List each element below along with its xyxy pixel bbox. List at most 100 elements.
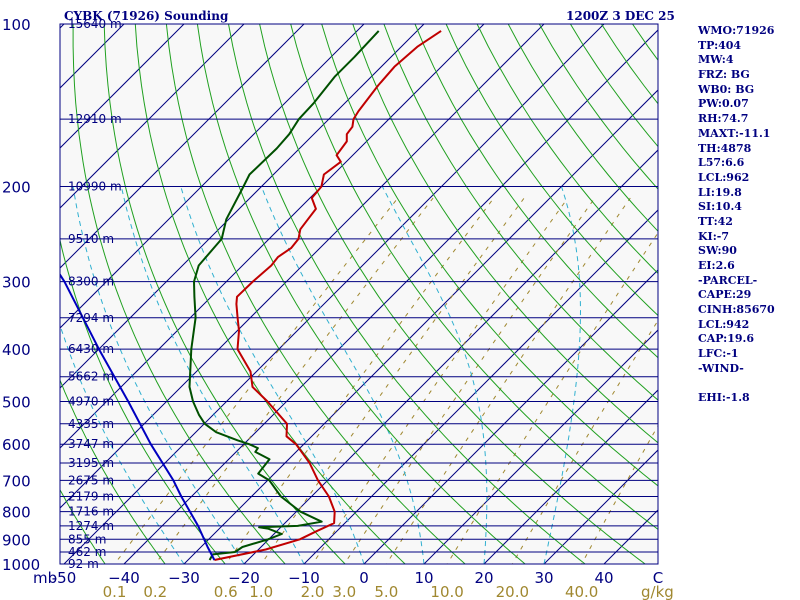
moist-adiabat-line [261, 186, 425, 564]
index-item: FRZ: BG [698, 68, 750, 82]
index-item: RH:74.7 [698, 112, 749, 126]
dry-adiabat-line [103, 24, 346, 564]
mixing-ratio-line [113, 197, 399, 564]
isotherm-line [60, 24, 485, 449]
mixing-ratio-tick-label: 40.0 [565, 583, 598, 600]
index-item: LFC:-1 [698, 347, 739, 361]
mixing-ratio-tick-label: 0.6 [214, 583, 238, 600]
isotherm-line [423, 329, 658, 564]
dewpoint-trace [188, 30, 380, 561]
temperature-tick-label: 20 [474, 569, 493, 587]
temperature-tick-label: -50 [52, 569, 77, 587]
mixing-ratio-tick-label: 0.1 [103, 583, 127, 600]
temperature-tick-label: −40 [108, 569, 140, 587]
index-item: TT:42 [698, 214, 733, 228]
dry-adiabat-line [0, 24, 52, 575]
height-label: 8300 m [68, 275, 114, 289]
pressure-label: 700 [2, 472, 31, 490]
temperature-tick-label: −10 [288, 569, 320, 587]
pressure-label: 1000 [2, 556, 40, 574]
index-item: EI:2.6 [698, 259, 735, 272]
dry-adiabat-line [60, 488, 106, 564]
isotherm-line [363, 269, 658, 564]
index-item: CINH:85670 [698, 303, 775, 317]
index-item: TP:404 [698, 38, 742, 52]
plot-frame [59, 23, 659, 565]
height-label: 2179 m [68, 490, 114, 504]
height-label: 5662 m [68, 370, 114, 384]
dry-adiabat-line [72, 24, 286, 564]
index-item: SW:90 [698, 244, 737, 258]
height-label: 6430 m [68, 342, 114, 356]
stability-indices: WMO:71926 TP:404 MW:4 FRZ: BG WB0: BG PW:0.07… [698, 24, 798, 406]
index-item: -WIND- [698, 361, 744, 375]
index-item [698, 377, 798, 392]
index-item: WMO:71926 [698, 24, 775, 37]
isotherm-line [303, 209, 658, 564]
dry-adiabat-line [321, 24, 658, 487]
index-item: LCL:962 [698, 170, 750, 184]
isotherm-line [60, 24, 365, 329]
height-label: 10990 m [68, 180, 122, 194]
isotherm-line [60, 24, 305, 269]
height-label: 2675 m [68, 473, 114, 487]
index-item: KI:-7 [698, 229, 729, 243]
pressure-label: 100 [2, 16, 31, 34]
height-labels: 15640 m 12910 m 10990 m 9510 m 8300 m 7294 m 6… [68, 17, 122, 571]
temperature-tick-label: 10 [414, 569, 433, 587]
index-item: PW:0.07 [698, 97, 749, 111]
index-item: LCL:942 [698, 317, 750, 331]
dry-adiabat-line [60, 378, 166, 564]
moist-adiabat-line [180, 186, 365, 564]
dry-adiabat-line [134, 24, 406, 564]
dry-adiabat-line [476, 24, 658, 275]
height-label: 7294 m [68, 311, 114, 325]
isotherm-line [483, 389, 658, 564]
height-label: 3747 m [68, 437, 114, 451]
pressure-label: 300 [2, 274, 31, 292]
temperature-tick-label: −20 [228, 569, 260, 587]
height-label: 3195 m [68, 456, 114, 470]
height-label: 4335 m [68, 417, 114, 431]
mixing-ratio-tick-label: 20.0 [496, 583, 529, 600]
sounding-traces [60, 30, 442, 561]
pressure-label: 500 [2, 393, 31, 411]
mixing-ratio-tick-label: 5.0 [374, 583, 398, 600]
index-item: CAP:19.6 [698, 332, 755, 346]
height-label: 855 m [68, 532, 106, 546]
pressure-unit-label: mb [33, 569, 57, 587]
dry-adiabat-line [352, 24, 658, 444]
height-label: 9510 m [68, 232, 114, 246]
height-label: 1716 m [68, 505, 114, 519]
temperature-trace [214, 30, 442, 561]
mixing-ratio-tick-label: 3.0 [332, 583, 356, 600]
mixing-ratio-line [225, 197, 495, 564]
mixing-ratio-tick-label: 0.2 [143, 583, 167, 600]
parcel-trace [60, 272, 216, 561]
pressure-label: 400 [2, 341, 31, 359]
mixing-ratio-axis-labels: 0.1 0.2 0.6 1.0 2.0 3.0 5.0 10.0 20.0 40.0 g/kg [103, 583, 674, 600]
dry-adiabat-line [259, 24, 646, 564]
mixing-ratio-line [446, 231, 658, 564]
mixing-ratio-tick-label: 1.0 [249, 583, 273, 600]
dry-adiabat-line [196, 24, 526, 564]
temperature-tick-label: 40 [594, 569, 613, 587]
height-label: 12910 m [68, 112, 122, 126]
height-label: 15640 m [68, 17, 122, 31]
index-item: L57:6.6 [698, 156, 745, 170]
mixing-ratio-line [385, 197, 631, 564]
mixing-ratio-tick-label: 2.0 [301, 583, 325, 600]
mixing-ratio-unit-label: g/kg [641, 583, 674, 600]
moist-adiabat-line [60, 323, 185, 564]
dry-adiabat-line [414, 24, 658, 359]
dry-adiabat-line [383, 24, 658, 401]
mixing-ratio-line [260, 197, 525, 564]
index-item: TH:4878 [698, 141, 752, 155]
index-item: WB0: BG [698, 82, 755, 96]
temperature-tick-label: 30 [534, 569, 553, 587]
height-label: 1274 m [68, 519, 114, 533]
station-title: CYBK (71926) Sounding [64, 9, 229, 23]
index-item: SI:10.4 [698, 200, 742, 214]
pressure-label: 600 [2, 436, 31, 454]
